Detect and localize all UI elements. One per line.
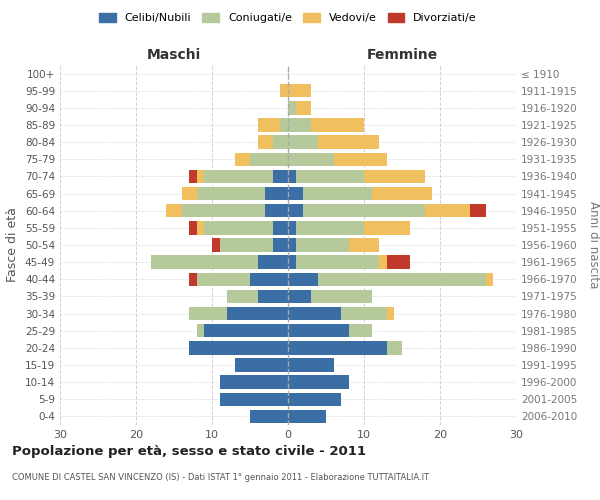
Bar [288, 256, 296, 269]
Bar [257, 118, 280, 132]
Bar [205, 221, 273, 234]
Bar [319, 272, 485, 286]
Bar [288, 324, 349, 338]
Bar [205, 170, 273, 183]
Bar [288, 84, 311, 98]
Text: Popolazione per età, sesso e stato civile - 2011: Popolazione per età, sesso e stato civil… [12, 445, 366, 458]
Bar [296, 170, 364, 183]
Bar [197, 324, 205, 338]
Bar [387, 256, 410, 269]
Bar [182, 204, 265, 218]
Text: COMUNE DI CASTEL SAN VINCENZO (IS) - Dati ISTAT 1° gennaio 2011 - Elaborazione T: COMUNE DI CASTEL SAN VINCENZO (IS) - Dat… [12, 472, 429, 482]
Bar [288, 187, 303, 200]
Bar [296, 256, 379, 269]
Bar [250, 152, 288, 166]
Bar [288, 272, 319, 286]
Bar [364, 170, 425, 183]
Bar [189, 307, 227, 320]
Bar [151, 256, 257, 269]
Bar [288, 136, 319, 149]
Bar [288, 410, 326, 423]
Bar [349, 238, 379, 252]
Bar [227, 307, 288, 320]
Legend: Celibi/Nubili, Coniugati/e, Vedovi/e, Divorziati/e: Celibi/Nubili, Coniugati/e, Vedovi/e, Di… [95, 8, 481, 28]
Bar [288, 358, 334, 372]
Bar [288, 238, 296, 252]
Bar [273, 136, 288, 149]
Bar [189, 272, 197, 286]
Bar [189, 170, 197, 183]
Bar [288, 341, 387, 354]
Bar [235, 152, 250, 166]
Bar [341, 307, 387, 320]
Bar [280, 118, 288, 132]
Bar [288, 376, 349, 389]
Y-axis label: Anni di nascita: Anni di nascita [587, 202, 600, 288]
Bar [273, 238, 288, 252]
Bar [189, 221, 197, 234]
Bar [197, 187, 265, 200]
Bar [273, 170, 288, 183]
Bar [485, 272, 493, 286]
Bar [189, 341, 288, 354]
Bar [197, 221, 205, 234]
Bar [288, 170, 296, 183]
Bar [220, 392, 288, 406]
Bar [257, 290, 288, 303]
Bar [265, 187, 288, 200]
Bar [235, 358, 288, 372]
Bar [288, 392, 341, 406]
Bar [250, 272, 288, 286]
Text: Maschi: Maschi [147, 48, 201, 62]
Bar [288, 221, 296, 234]
Bar [197, 170, 205, 183]
Bar [197, 272, 250, 286]
Bar [166, 204, 182, 218]
Bar [220, 376, 288, 389]
Bar [227, 290, 257, 303]
Bar [205, 324, 288, 338]
Bar [311, 290, 371, 303]
Bar [265, 204, 288, 218]
Bar [220, 238, 273, 252]
Bar [288, 307, 341, 320]
Text: Femmine: Femmine [367, 48, 437, 62]
Bar [288, 101, 296, 114]
Bar [371, 187, 433, 200]
Bar [425, 204, 470, 218]
Bar [311, 118, 364, 132]
Bar [470, 204, 485, 218]
Bar [387, 341, 402, 354]
Bar [212, 238, 220, 252]
Bar [273, 221, 288, 234]
Bar [280, 84, 288, 98]
Bar [387, 307, 394, 320]
Bar [364, 221, 410, 234]
Bar [288, 204, 303, 218]
Bar [182, 187, 197, 200]
Bar [288, 290, 311, 303]
Bar [288, 118, 311, 132]
Bar [250, 410, 288, 423]
Bar [296, 101, 311, 114]
Bar [319, 136, 379, 149]
Bar [288, 152, 334, 166]
Bar [379, 256, 387, 269]
Bar [334, 152, 387, 166]
Bar [257, 256, 288, 269]
Bar [303, 187, 371, 200]
Bar [296, 221, 364, 234]
Bar [303, 204, 425, 218]
Y-axis label: Fasce di età: Fasce di età [7, 208, 19, 282]
Bar [349, 324, 371, 338]
Bar [296, 238, 349, 252]
Bar [257, 136, 273, 149]
